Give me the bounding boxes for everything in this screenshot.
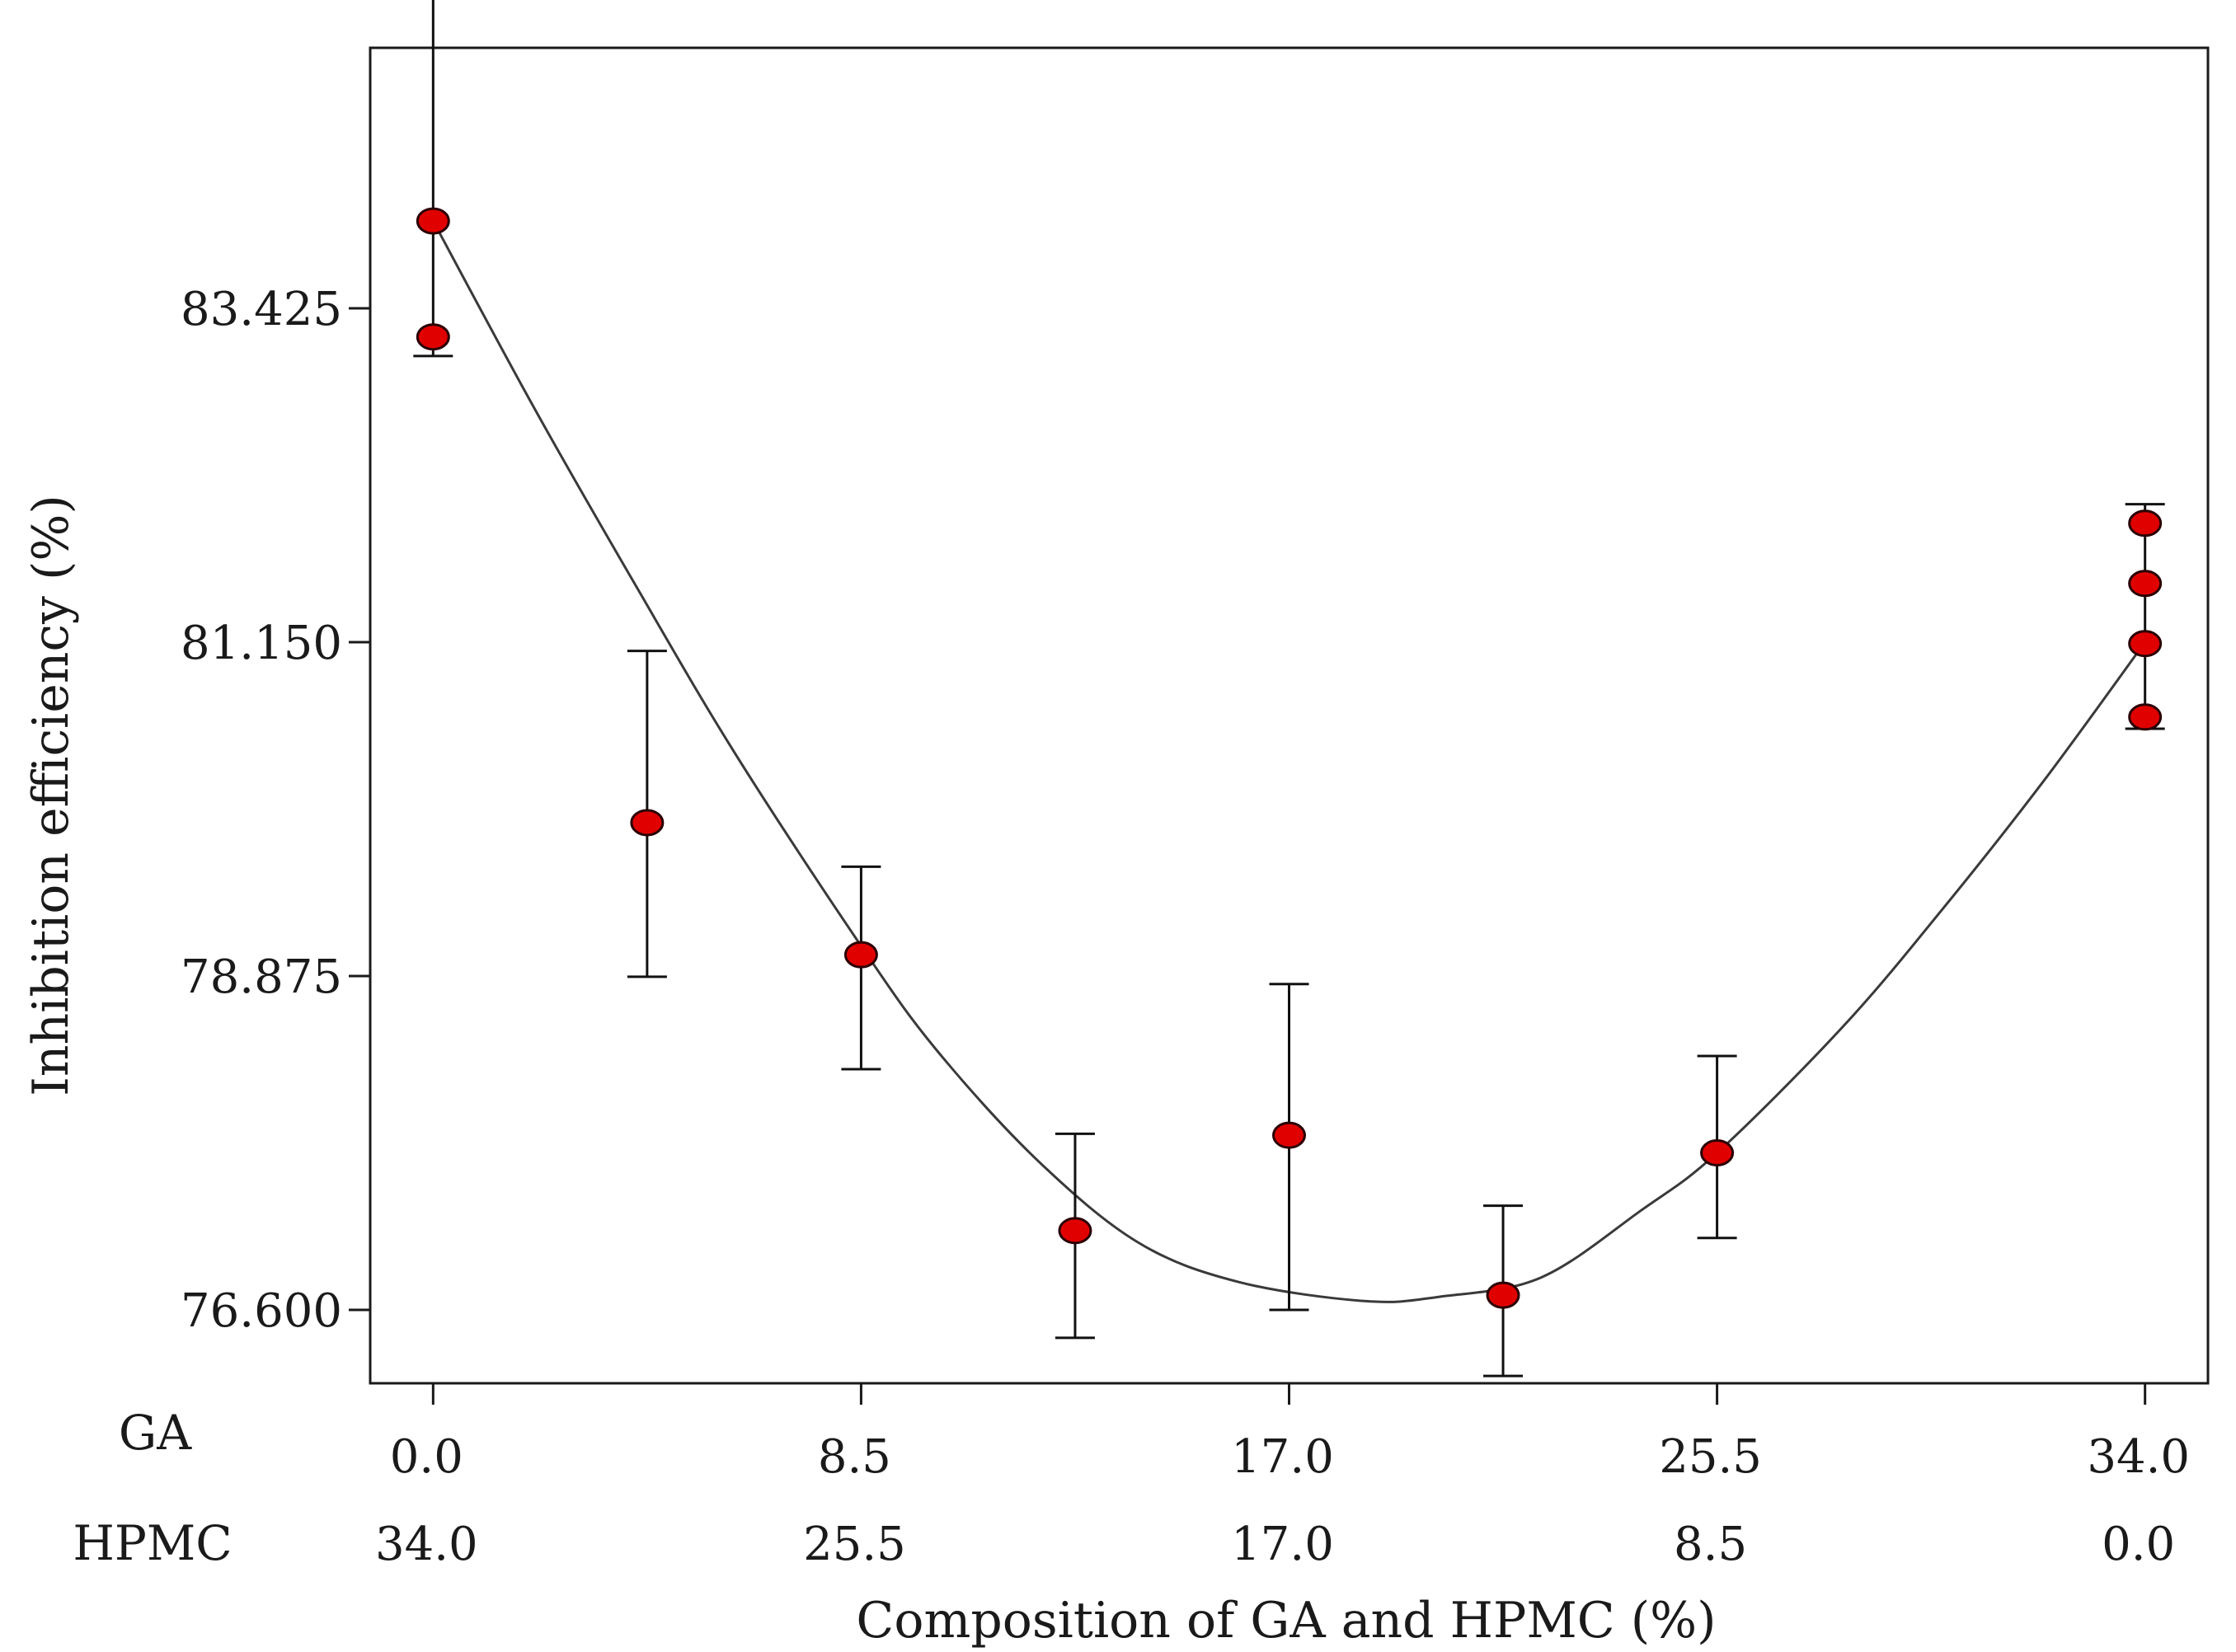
y-axis: 85.700 83.425 81.150 78.875 76.600 <box>181 0 370 1338</box>
points-layer <box>416 207 2163 1309</box>
x-tick-label-ga: 25.5 <box>1659 1430 1762 1484</box>
data-point <box>1700 1139 1735 1167</box>
x-tick-label-ga: 17.0 <box>1231 1430 1334 1484</box>
y-tick-label: 81.150 <box>181 617 342 670</box>
x-tick-label-hpmc: 25.5 <box>803 1518 906 1571</box>
x-tick-label-ga: 0.0 <box>390 1430 463 1484</box>
data-point <box>630 809 665 837</box>
data-point <box>843 941 878 969</box>
x-tick-label-ga: 34.0 <box>2087 1430 2190 1484</box>
data-point <box>2128 703 2163 731</box>
data-point <box>2128 509 2163 537</box>
data-point <box>2128 570 2163 598</box>
fit-curve <box>432 220 2146 1303</box>
x-axis-title: Composition of GA and HPMC (%) <box>856 1592 1716 1650</box>
x-tick-label-hpmc: 17.0 <box>1231 1518 1334 1571</box>
x-tick-label-hpmc: 34.0 <box>375 1518 478 1571</box>
fit-curve-layer <box>432 220 2146 1303</box>
y-axis-title: Inhibition efficiency (%) <box>22 495 80 1096</box>
y-tick-label: 83.425 <box>181 283 342 336</box>
x-tick-label-hpmc: 0.0 <box>2102 1518 2175 1571</box>
data-point <box>416 323 450 351</box>
x-axis: GA 0.0 8.5 17.0 25.5 34.0 HPMC 34.0 25.5 17.0 8.5 0… <box>73 1383 2190 1571</box>
data-point <box>2128 630 2163 658</box>
x-tick-label-ga: 8.5 <box>818 1430 891 1484</box>
y-tick-label: 85.700 <box>181 0 342 2</box>
data-point <box>1486 1281 1520 1309</box>
data-point <box>416 207 450 235</box>
error-bar <box>2125 503 2165 730</box>
data-point <box>1272 1121 1306 1149</box>
y-tick-label: 76.600 <box>181 1284 342 1338</box>
error-bars-layer <box>413 0 2165 1377</box>
data-point <box>1058 1217 1092 1245</box>
x-row-label-ga: GA <box>119 1405 192 1461</box>
error-bar <box>413 0 453 358</box>
x-tick-label-hpmc: 8.5 <box>1674 1518 1747 1571</box>
y-tick-label: 78.875 <box>181 950 342 1004</box>
x-row-label-hpmc: HPMC <box>73 1515 232 1571</box>
